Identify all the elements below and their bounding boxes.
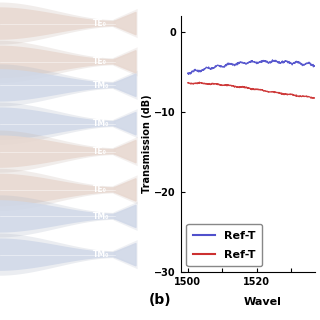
Legend: Ref-T, Ref-T: Ref-T, Ref-T [186, 224, 262, 267]
Polygon shape [0, 108, 115, 140]
Polygon shape [115, 140, 136, 163]
Text: (b): (b) [149, 293, 171, 307]
Polygon shape [0, 46, 115, 78]
Text: TM₀: TM₀ [93, 81, 109, 90]
Polygon shape [0, 238, 115, 271]
Polygon shape [114, 137, 138, 166]
Polygon shape [114, 71, 138, 100]
Y-axis label: Transmission (dB): Transmission (dB) [141, 95, 152, 193]
Text: TE₀: TE₀ [93, 147, 107, 156]
Text: TM₀: TM₀ [93, 119, 109, 128]
Polygon shape [115, 74, 136, 97]
Text: Wavel: Wavel [244, 297, 281, 307]
Polygon shape [0, 7, 115, 40]
Polygon shape [0, 135, 115, 168]
Polygon shape [115, 112, 136, 135]
Polygon shape [0, 131, 115, 173]
Polygon shape [0, 195, 115, 237]
Polygon shape [115, 205, 136, 228]
Polygon shape [114, 175, 138, 204]
Polygon shape [0, 103, 115, 145]
Polygon shape [114, 109, 138, 138]
Polygon shape [0, 200, 115, 233]
Text: TE₀: TE₀ [93, 57, 107, 66]
Polygon shape [0, 64, 115, 107]
Text: 100μm: 100μm [3, 301, 30, 307]
Polygon shape [115, 244, 136, 266]
Polygon shape [0, 69, 115, 101]
Text: TE₀: TE₀ [93, 19, 107, 28]
Text: TM₀: TM₀ [93, 250, 109, 259]
Polygon shape [114, 9, 138, 38]
Polygon shape [0, 169, 115, 211]
Polygon shape [0, 174, 115, 206]
Polygon shape [0, 41, 115, 83]
Polygon shape [114, 240, 138, 269]
Polygon shape [114, 202, 138, 231]
Polygon shape [0, 3, 115, 44]
Text: TE₀: TE₀ [93, 185, 107, 194]
Text: TM₀: TM₀ [93, 212, 109, 221]
Polygon shape [114, 47, 138, 76]
Polygon shape [115, 179, 136, 201]
Polygon shape [115, 12, 136, 35]
Polygon shape [115, 51, 136, 73]
Polygon shape [0, 234, 115, 276]
